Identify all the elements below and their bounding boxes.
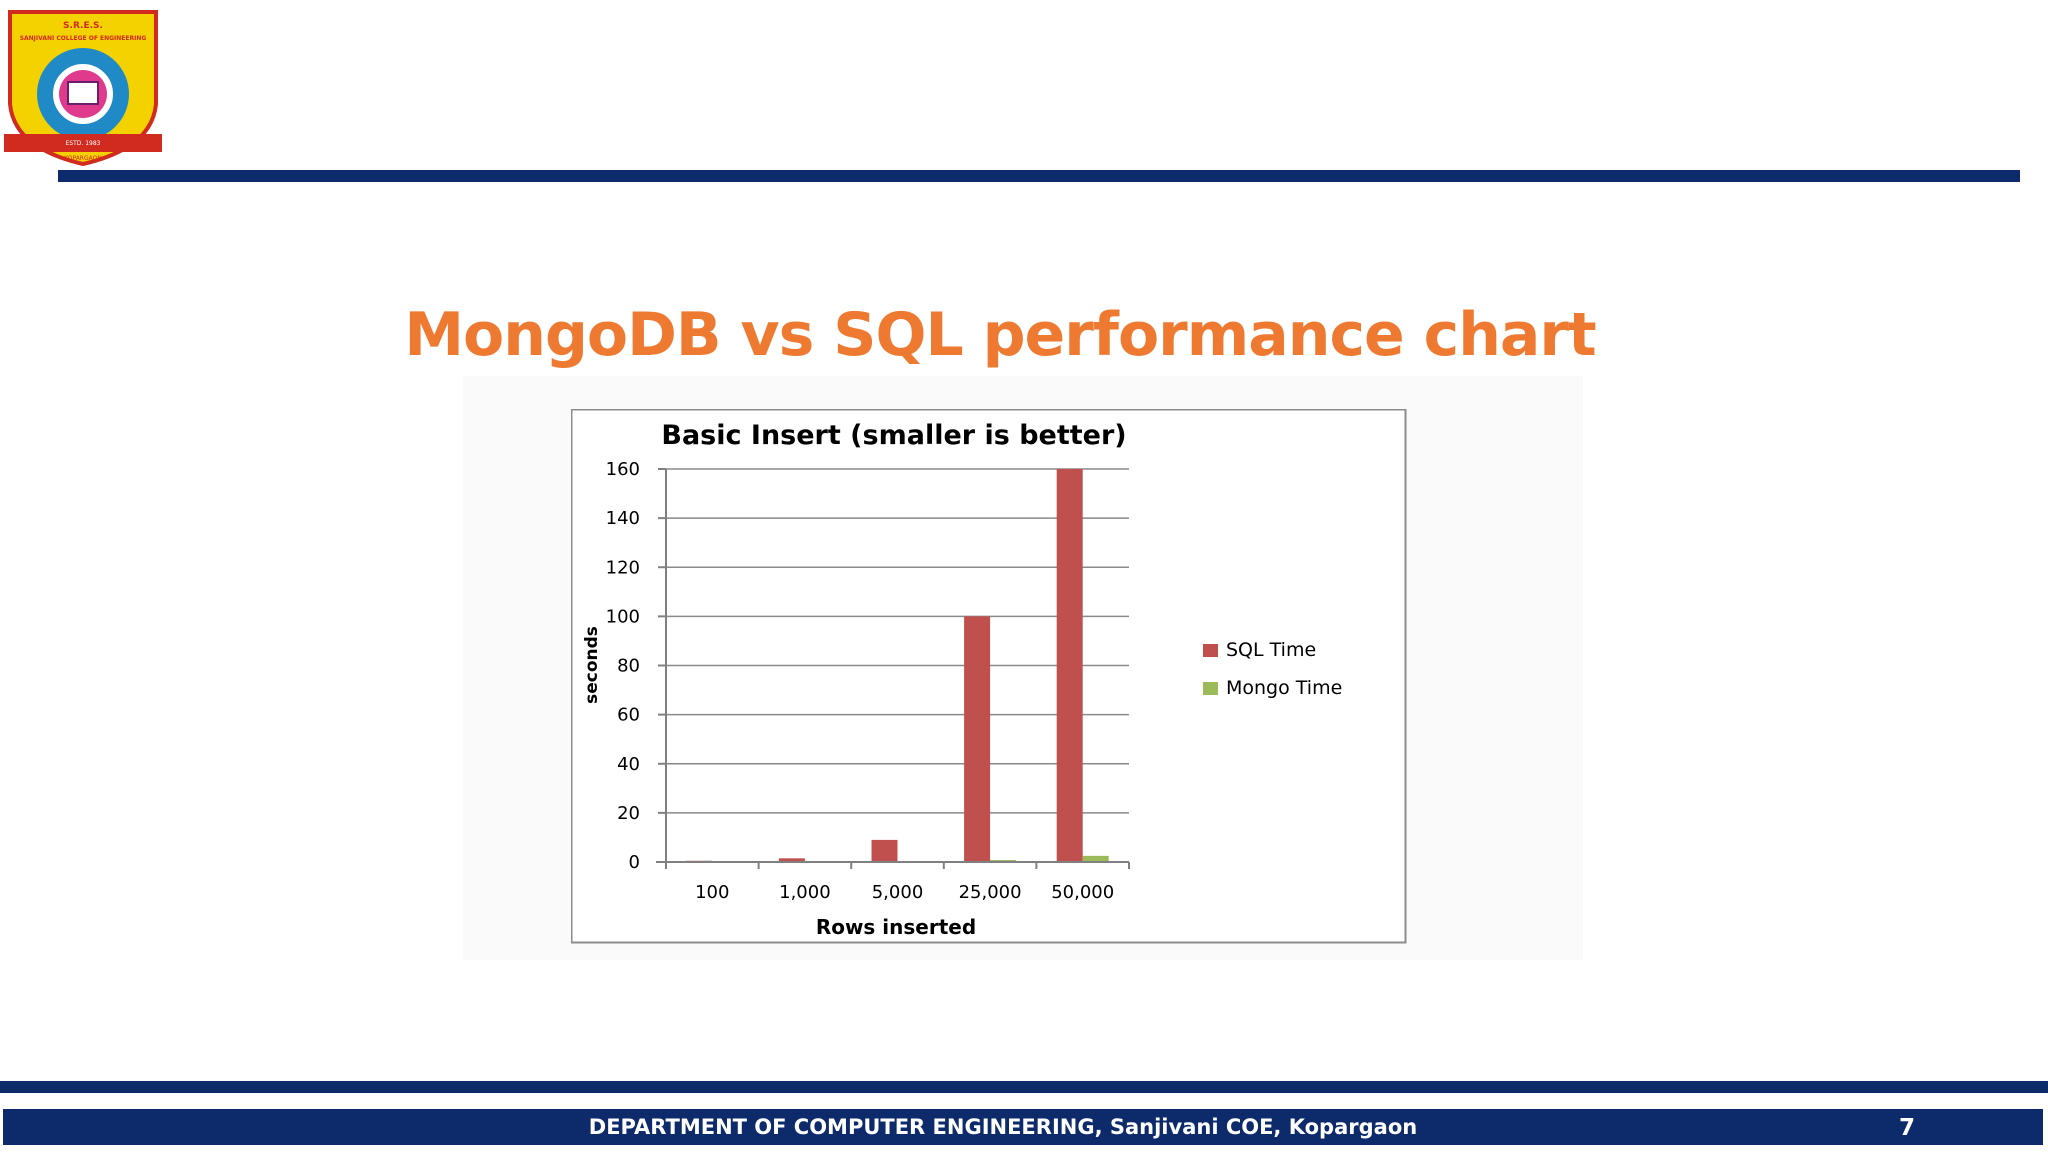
x-axis-label: Rows inserted bbox=[816, 915, 976, 939]
y-tick-label: 100 bbox=[606, 606, 640, 627]
x-tick-label: 100 bbox=[695, 882, 729, 903]
x-tick-label: 25,000 bbox=[959, 882, 1022, 903]
x-tick-label: 5,000 bbox=[872, 882, 924, 903]
bar-sql-1 bbox=[778, 858, 805, 862]
logo-text-college: SANJIVANI COLLEGE OF ENGINEERING bbox=[20, 35, 147, 42]
basic-insert-chart: Basic Insert (smaller is better) 0 20 40 60… bbox=[571, 409, 1407, 944]
footer-rule bbox=[0, 1081, 2048, 1093]
footer-department-text: DEPARTMENT OF COMPUTER ENGINEERING, Sanj… bbox=[588, 1115, 1418, 1139]
y-tick-label: 120 bbox=[606, 557, 640, 578]
chart-legend: SQL Time Mongo Time bbox=[1203, 639, 1342, 699]
legend-label-sql: SQL Time bbox=[1226, 639, 1316, 661]
x-tick-label: 50,000 bbox=[1051, 882, 1114, 903]
logo-text-sres: S.R.E.S. bbox=[63, 21, 103, 31]
logo-text-city: KOPARGAON bbox=[64, 155, 102, 162]
bar-sql-3 bbox=[964, 616, 991, 862]
y-axis-label: seconds bbox=[582, 626, 602, 704]
bar-sql-4 bbox=[1056, 469, 1083, 862]
legend-label-mongo: Mongo Time bbox=[1226, 677, 1342, 699]
page-number: 7 bbox=[1898, 1115, 1915, 1141]
x-tick-label: 1,000 bbox=[779, 882, 831, 903]
y-tick-label: 40 bbox=[617, 754, 640, 775]
logo-text-estd: ESTD. 1983 bbox=[66, 140, 101, 147]
y-tick-label: 60 bbox=[617, 705, 640, 726]
y-tick-label: 80 bbox=[617, 656, 640, 677]
college-logo: S.R.E.S. SANJIVANI COLLEGE OF ENGINEERIN… bbox=[4, 10, 162, 167]
legend-swatch-mongo bbox=[1203, 682, 1218, 695]
y-tick-label: 140 bbox=[606, 508, 640, 529]
bar-mongo-4 bbox=[1082, 855, 1109, 862]
y-tick-label: 160 bbox=[606, 459, 640, 480]
bar-sql-2 bbox=[871, 839, 898, 862]
y-tick-label: 0 bbox=[629, 852, 640, 873]
slide-title: MongoDB vs SQL performance chart bbox=[404, 300, 1596, 370]
y-tick-label: 20 bbox=[617, 803, 640, 824]
footer-bar: DEPARTMENT OF COMPUTER ENGINEERING, Sanj… bbox=[3, 1109, 2043, 1145]
legend-swatch-sql bbox=[1203, 644, 1218, 657]
header-rule bbox=[58, 170, 2020, 182]
chart-title: Basic Insert (smaller is better) bbox=[661, 420, 1126, 451]
